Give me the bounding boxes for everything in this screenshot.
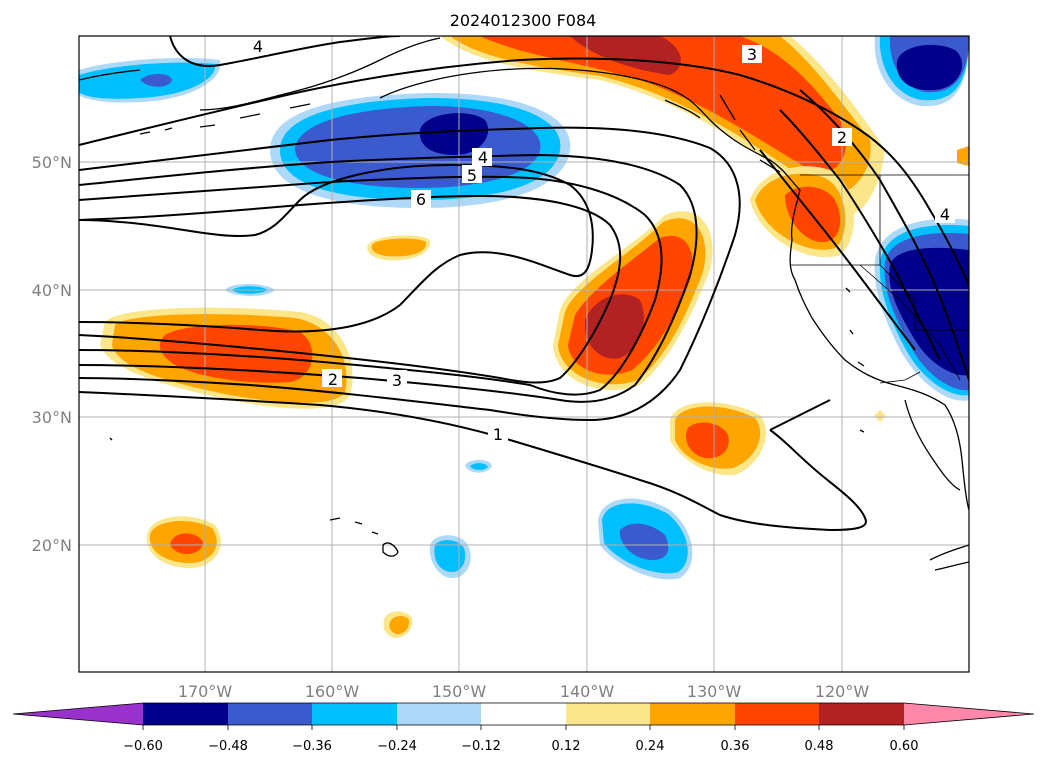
lat-label: 40°N bbox=[32, 281, 72, 300]
shaded-anomaly-fields bbox=[79, 36, 969, 638]
lon-label: 160°W bbox=[305, 682, 360, 701]
colorbar-tick-label: 0.60 bbox=[890, 739, 919, 754]
lon-label: 150°W bbox=[432, 682, 487, 701]
anomaly-central-positive bbox=[553, 211, 713, 391]
lon-label: 120°W bbox=[815, 682, 870, 701]
colorbar-tick-label: 0.36 bbox=[721, 739, 750, 754]
height-contours bbox=[79, 36, 969, 532]
contour-label: 6 bbox=[416, 190, 426, 209]
lat-label: 50°N bbox=[32, 153, 72, 172]
contour-label: 2 bbox=[328, 370, 338, 389]
anomaly-california-negative bbox=[874, 218, 969, 401]
colorbar-tick-label: −0.12 bbox=[461, 739, 501, 754]
contour-label: 4 bbox=[940, 205, 950, 224]
colorbar-tick-label: 0.24 bbox=[636, 739, 665, 754]
lon-label: 170°W bbox=[178, 682, 233, 701]
colorbar: −0.60 −0.48 −0.36 −0.24 −0.12 0.12 0.24 … bbox=[12, 702, 1035, 754]
anomaly-central-pacific-negative bbox=[270, 92, 571, 208]
colorbar-extend-low bbox=[13, 703, 143, 725]
lat-label: 20°N bbox=[32, 536, 72, 555]
lat-label: 30°N bbox=[32, 408, 72, 427]
anomaly-gulf-alaska-positive bbox=[440, 36, 885, 216]
colorbar-extend-high bbox=[904, 703, 1034, 725]
colorbar-tick-label: 0.12 bbox=[552, 739, 581, 754]
contour-label: 5 bbox=[467, 166, 477, 185]
contour-label: 3 bbox=[392, 371, 402, 390]
contour-labels: 4 4 5 6 3 4 2 2 3 1 bbox=[248, 37, 955, 444]
anomaly-subtropical-positive-east bbox=[670, 402, 766, 476]
anomaly-ne-corner-negative bbox=[874, 36, 969, 107]
map-frame bbox=[78, 35, 970, 673]
latitude-labels: 50°N 40°N 30°N 20°N bbox=[32, 153, 72, 555]
colorbar-tick-label: −0.36 bbox=[292, 739, 332, 754]
colorbar-tick-label: 0.48 bbox=[805, 739, 834, 754]
lon-label: 140°W bbox=[560, 682, 615, 701]
contour-label: 1 bbox=[493, 425, 503, 444]
lon-label: 130°W bbox=[687, 682, 742, 701]
figure-title: 2024012300 F084 bbox=[450, 11, 597, 30]
coastlines bbox=[79, 37, 969, 571]
longitude-labels: 170°W 160°W 150°W 140°W 130°W 120°W bbox=[178, 682, 870, 701]
contour-label: 3 bbox=[747, 45, 757, 64]
contour-label: 4 bbox=[253, 37, 263, 56]
colorbar-tick-label: −0.24 bbox=[377, 739, 417, 754]
contour-label: 4 bbox=[478, 148, 488, 167]
map-area: 4 4 5 6 3 4 2 2 3 1 bbox=[79, 36, 969, 672]
contour-label: 2 bbox=[837, 128, 847, 147]
political-borders bbox=[790, 174, 969, 384]
colorbar-tick-label: −0.48 bbox=[208, 739, 248, 754]
colorbar-tick-label: −0.60 bbox=[123, 739, 163, 754]
anomaly-nw-corner-negative bbox=[79, 58, 221, 103]
anomaly-small-features bbox=[146, 146, 969, 638]
